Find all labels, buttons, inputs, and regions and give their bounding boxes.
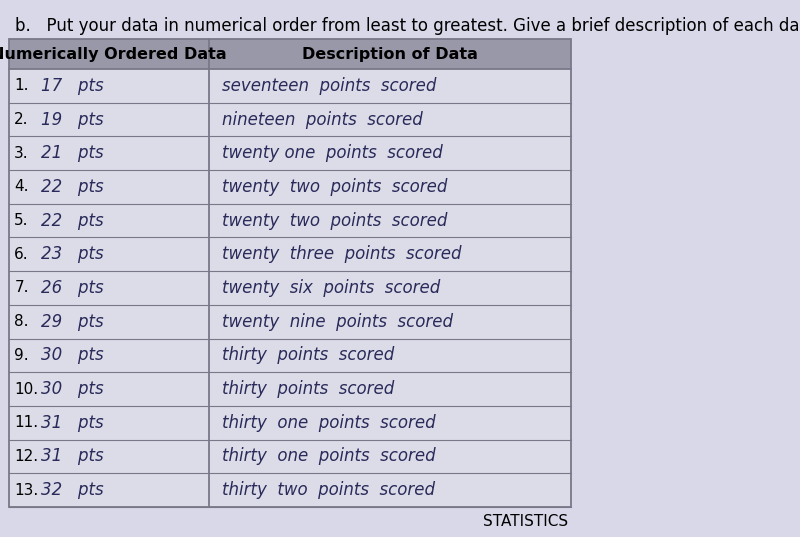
Bar xyxy=(10,39,571,507)
Text: 31   pts: 31 pts xyxy=(42,414,104,432)
Text: 6.: 6. xyxy=(14,247,29,262)
Text: 32   pts: 32 pts xyxy=(42,481,104,499)
Text: 11.: 11. xyxy=(14,415,38,430)
Text: 26   pts: 26 pts xyxy=(42,279,104,297)
Text: thirty  one  points  scored: thirty one points scored xyxy=(222,447,435,466)
Text: 5.: 5. xyxy=(14,213,29,228)
Text: twenty  two  points  scored: twenty two points scored xyxy=(222,212,447,230)
Text: 29   pts: 29 pts xyxy=(42,313,104,331)
Text: 23   pts: 23 pts xyxy=(42,245,104,263)
Text: 4.: 4. xyxy=(14,179,29,194)
Text: twenty  nine  points  scored: twenty nine points scored xyxy=(222,313,453,331)
Text: thirty  one  points  scored: thirty one points scored xyxy=(222,414,435,432)
Text: seventeen  points  scored: seventeen points scored xyxy=(222,77,436,95)
Text: 10.: 10. xyxy=(14,382,38,397)
Text: twenty  six  points  scored: twenty six points scored xyxy=(222,279,440,297)
Text: 8.: 8. xyxy=(14,314,29,329)
Bar xyxy=(10,39,571,69)
Text: 21   pts: 21 pts xyxy=(42,144,104,162)
Text: b.   Put your data in numerical order from least to greatest. Give a brief descr: b. Put your data in numerical order from… xyxy=(15,17,800,35)
Text: 19   pts: 19 pts xyxy=(42,111,104,128)
Text: 13.: 13. xyxy=(14,483,38,498)
Text: 9.: 9. xyxy=(14,348,29,363)
Bar xyxy=(10,39,571,507)
Text: Description of Data: Description of Data xyxy=(302,47,478,62)
Text: STATISTICS: STATISTICS xyxy=(482,514,568,529)
Text: Numerically Ordered Data: Numerically Ordered Data xyxy=(0,47,227,62)
Text: 22   pts: 22 pts xyxy=(42,212,104,230)
Text: 22   pts: 22 pts xyxy=(42,178,104,196)
Text: 1.: 1. xyxy=(14,78,29,93)
Text: twenty one  points  scored: twenty one points scored xyxy=(222,144,442,162)
Text: thirty  two  points  scored: thirty two points scored xyxy=(222,481,434,499)
Text: 17   pts: 17 pts xyxy=(42,77,104,95)
Text: 12.: 12. xyxy=(14,449,38,464)
Text: 3.: 3. xyxy=(14,146,29,161)
Text: 31   pts: 31 pts xyxy=(42,447,104,466)
Text: 2.: 2. xyxy=(14,112,29,127)
Text: 30   pts: 30 pts xyxy=(42,380,104,398)
Text: twenty  two  points  scored: twenty two points scored xyxy=(222,178,447,196)
Text: thirty  points  scored: thirty points scored xyxy=(222,380,394,398)
Text: twenty  three  points  scored: twenty three points scored xyxy=(222,245,462,263)
Text: thirty  points  scored: thirty points scored xyxy=(222,346,394,365)
Text: 7.: 7. xyxy=(14,280,29,295)
Text: 30   pts: 30 pts xyxy=(42,346,104,365)
Text: nineteen  points  scored: nineteen points scored xyxy=(222,111,422,128)
